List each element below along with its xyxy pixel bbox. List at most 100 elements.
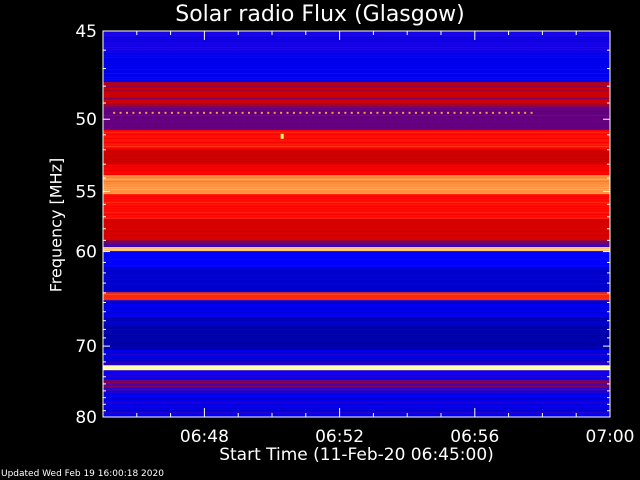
- spectrum-row: [103, 146, 610, 147]
- spectrum-row: [103, 202, 610, 203]
- spectrum-row: [103, 372, 610, 373]
- spectrum-row: [103, 57, 610, 58]
- spectrum-row: [103, 106, 610, 107]
- interference-dot: [158, 111, 161, 114]
- plot-frame: [102, 30, 611, 418]
- spectrum-row: [103, 170, 610, 171]
- spectrum-row: [103, 404, 610, 405]
- spectrum-row: [103, 242, 610, 243]
- spectrum-row: [103, 233, 610, 234]
- spectrum-row: [103, 155, 610, 156]
- interference-dot: [260, 111, 263, 114]
- spectrum-row: [103, 285, 610, 286]
- interference-dot: [164, 111, 167, 114]
- x-axis-label: Start Time (11-Feb-20 06:45:00): [219, 445, 494, 465]
- spectrum-row: [103, 240, 610, 241]
- spectrum-row: [103, 81, 610, 82]
- y-tick-label: 60: [75, 243, 97, 263]
- spectrum-row: [103, 59, 610, 60]
- spectrum-row: [103, 41, 610, 42]
- spectrum-row: [103, 102, 610, 103]
- spectrum-row: [103, 73, 610, 74]
- interference-dot: [177, 111, 180, 114]
- spectrum-row: [103, 398, 610, 399]
- spectrum-row: [103, 86, 610, 87]
- spectrum-row: [103, 92, 610, 93]
- spectrum-row: [103, 218, 610, 219]
- spectrum-row: [103, 275, 610, 276]
- interference-dot: [190, 111, 193, 114]
- spectrum-row: [103, 352, 610, 353]
- spectrum-row: [103, 246, 610, 247]
- spectrum-row: [103, 253, 610, 254]
- interference-dot: [138, 111, 141, 114]
- interference-dot: [459, 111, 462, 114]
- spectrum-row: [103, 100, 610, 101]
- spectrum-row: [103, 388, 610, 389]
- spectrum-row: [103, 329, 610, 330]
- spectrum-row: [103, 130, 610, 131]
- spectrum-row: [103, 179, 610, 180]
- spectrum-row: [103, 191, 610, 192]
- spectrum-row: [103, 335, 610, 336]
- spectrum-band: [103, 164, 610, 176]
- spectrum-row: [103, 193, 610, 194]
- spectrum-row: [103, 251, 610, 252]
- spectrum-row: [103, 298, 610, 299]
- interference-dot: [299, 111, 302, 114]
- spectrum-row: [103, 382, 610, 383]
- updated-timestamp: Updated Wed Feb 19 16:00:18 2020: [1, 469, 164, 479]
- spectrum-row: [103, 174, 610, 175]
- spectrum-row: [103, 408, 610, 409]
- spectrum-row: [103, 181, 610, 182]
- spectrum-band: [103, 380, 610, 391]
- spectrum-row: [103, 214, 610, 215]
- spectrum-row: [103, 296, 610, 297]
- spectrum-row: [103, 410, 610, 411]
- spectrum-row: [103, 55, 610, 56]
- spectrum-row: [103, 121, 610, 122]
- spectrum-row: [103, 339, 610, 340]
- spectrum-row: [103, 161, 610, 162]
- spectrum-row: [103, 90, 610, 91]
- spectrum-row: [103, 364, 610, 365]
- spectrum-row: [103, 273, 610, 274]
- spectrum-row: [103, 185, 610, 186]
- spectrum-row: [103, 261, 610, 262]
- spectrum-row: [103, 259, 610, 260]
- y-tick-label: 55: [75, 182, 97, 202]
- spectrum-row: [103, 314, 610, 315]
- spectrum-row: [103, 263, 610, 264]
- interference-dot: [376, 111, 379, 114]
- spectrum-row: [103, 325, 610, 326]
- interference-dot: [350, 111, 353, 114]
- interference-dot: [132, 111, 135, 114]
- interference-dot: [305, 111, 308, 114]
- spectrum-row: [103, 235, 610, 236]
- interference-dot: [511, 111, 514, 114]
- interference-dot: [408, 111, 411, 114]
- interference-dot: [215, 111, 218, 114]
- interference-dot: [312, 111, 315, 114]
- spectrum-row: [103, 129, 610, 130]
- spectrum-row: [103, 231, 610, 232]
- spectrum-row: [103, 61, 610, 62]
- spectrum-row: [103, 33, 610, 34]
- interference-dot: [286, 111, 289, 114]
- spectrum-row: [103, 123, 610, 124]
- spectrum-row: [103, 75, 610, 76]
- spectrum-row: [103, 362, 610, 363]
- interference-dot: [113, 111, 116, 114]
- spectrum-row: [103, 406, 610, 407]
- spectrum-row: [103, 71, 610, 72]
- spectrum-row: [103, 142, 610, 143]
- interference-dot: [466, 111, 469, 114]
- spectrum-row: [103, 119, 610, 120]
- spectrum-row: [103, 37, 610, 38]
- spectrum-row: [103, 356, 610, 357]
- interference-dot: [248, 111, 251, 114]
- spectrum-band: [103, 53, 610, 83]
- spectrum-row: [103, 255, 610, 256]
- y-tick-label: 45: [75, 22, 97, 42]
